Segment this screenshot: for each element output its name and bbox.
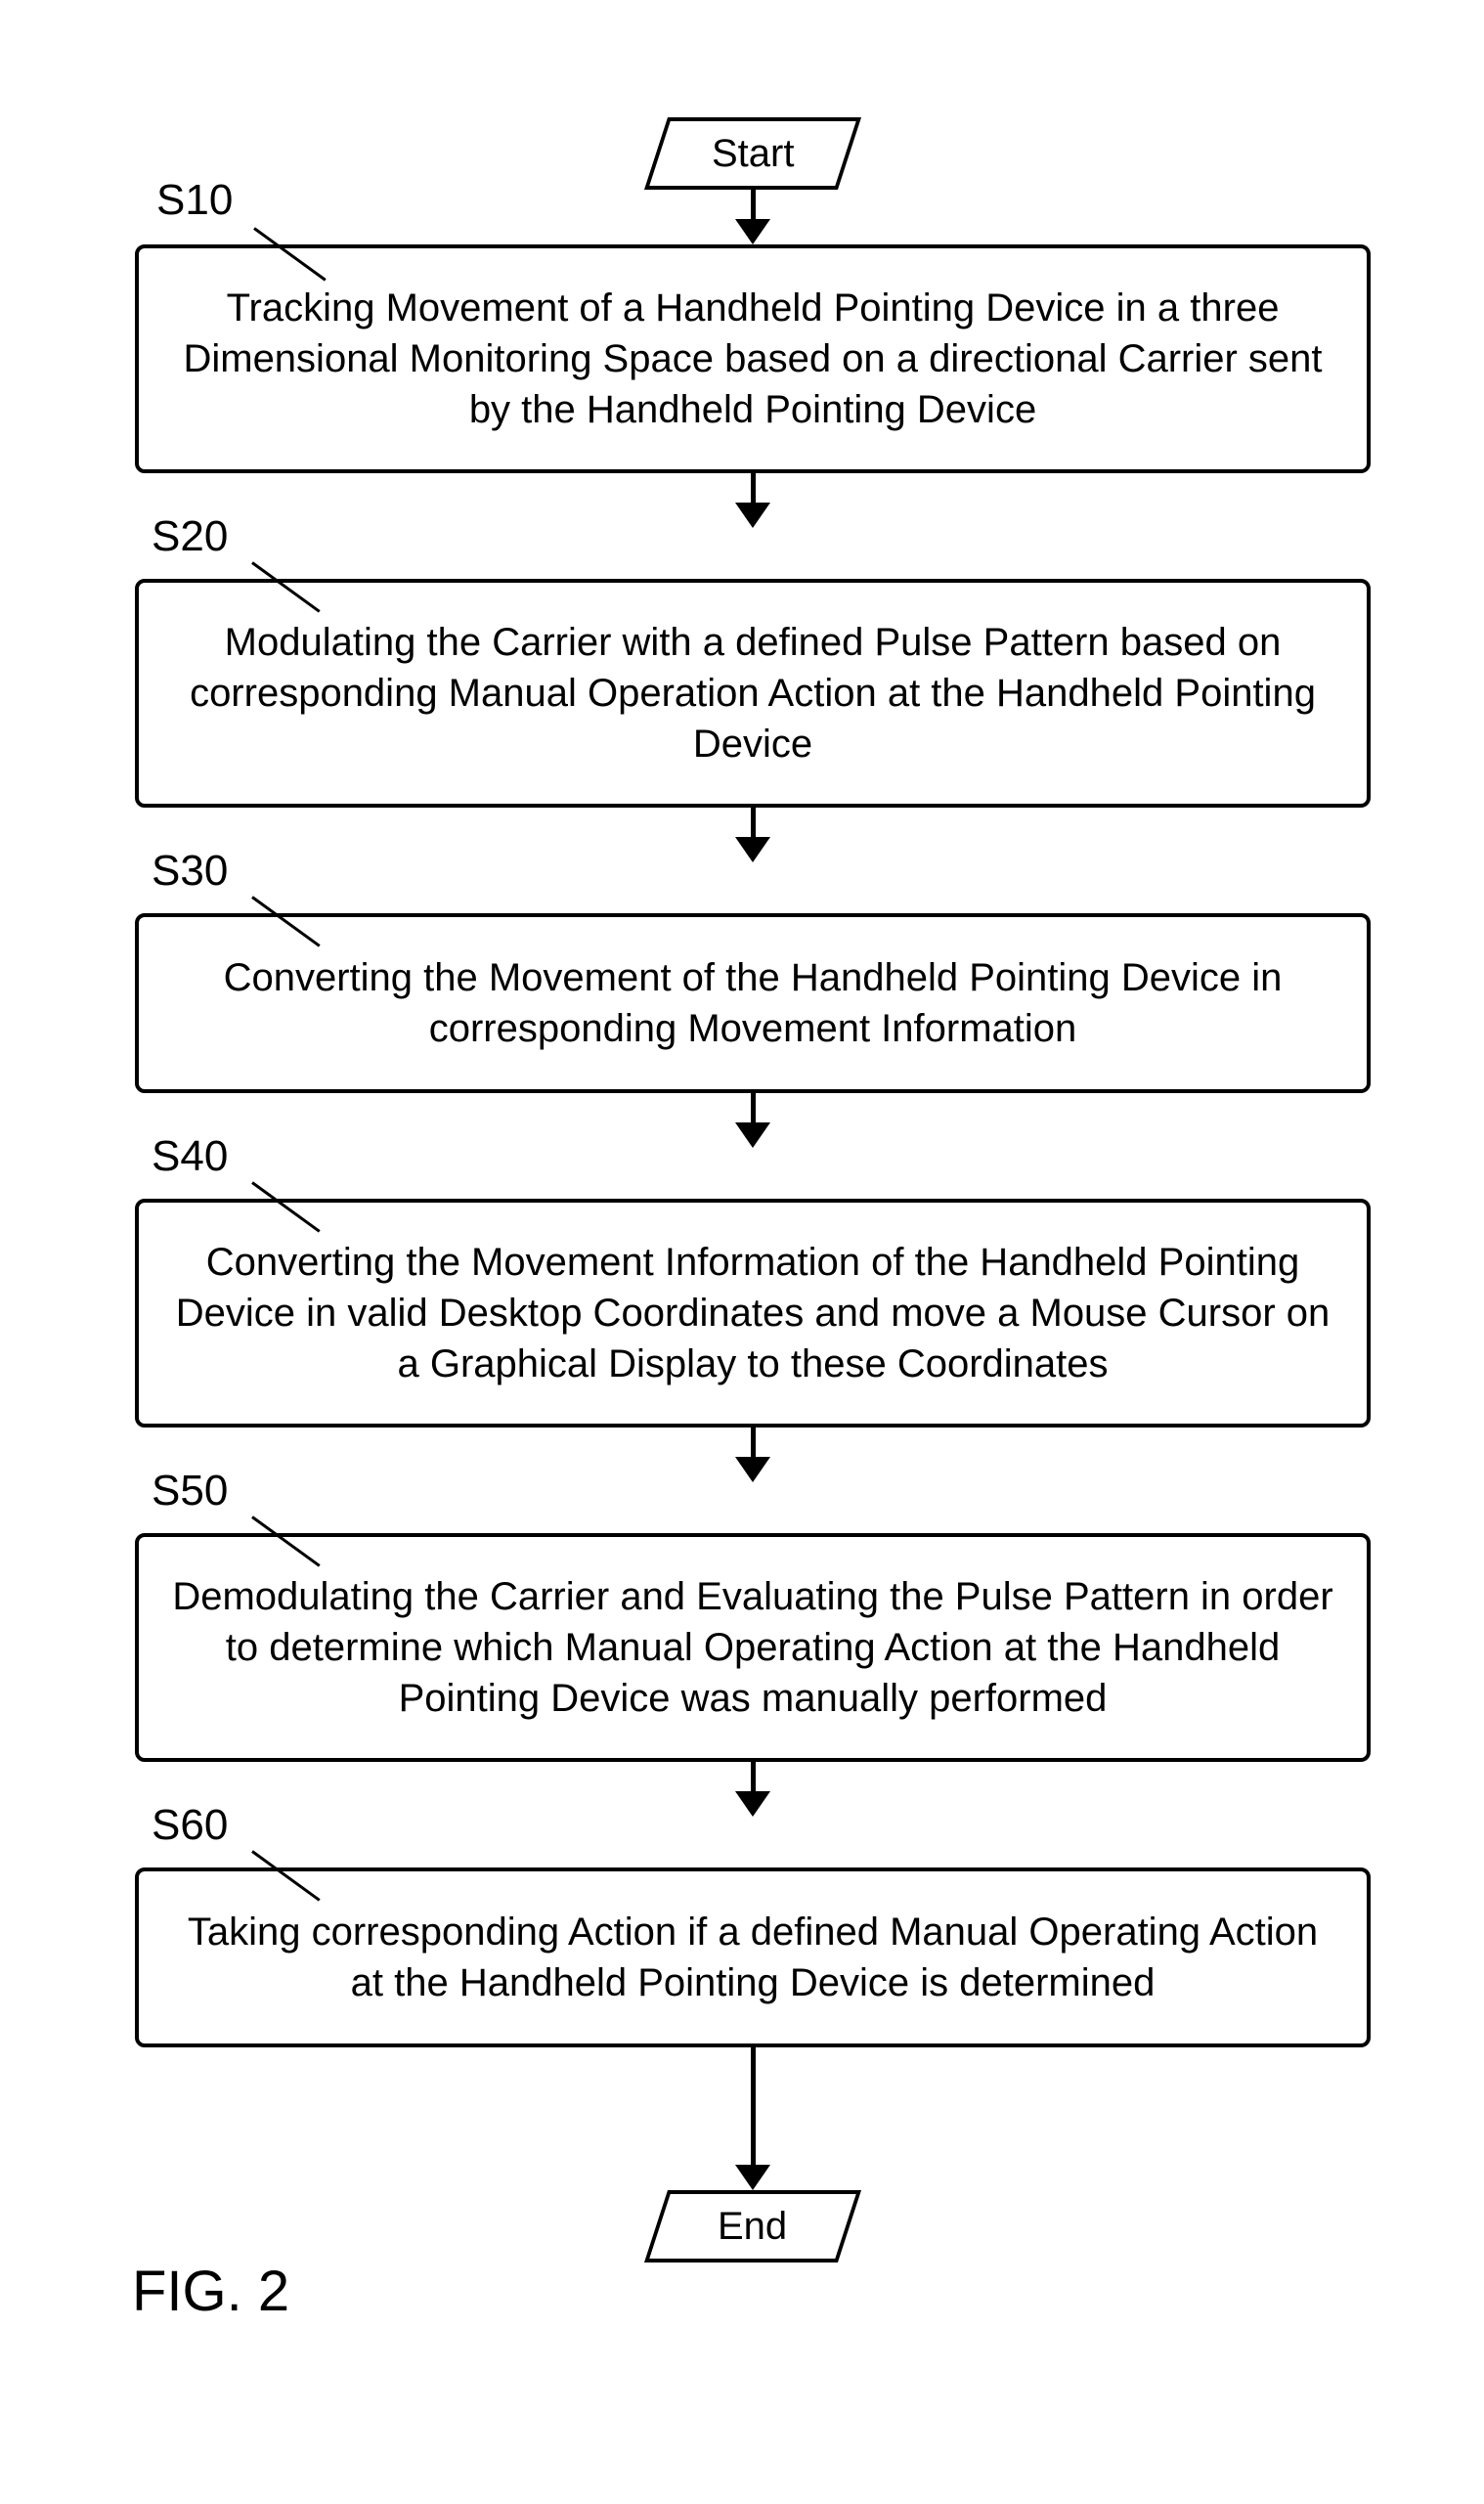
arrow — [127, 1762, 1378, 1817]
arrow-head-icon — [735, 1791, 770, 1817]
arrow-stem — [751, 190, 756, 219]
process-box: Modulating the Carrier with a defined Pu… — [135, 579, 1371, 808]
process-box: Demodulating the Carrier and Evaluating … — [135, 1533, 1371, 1762]
arrow-head-icon — [735, 1122, 770, 1148]
arrow-stem — [751, 1428, 756, 1457]
figure-canvas: StartS10Tracking Movement of a Handheld … — [0, 0, 1484, 2504]
process-text: Taking corresponding Action if a defined… — [166, 1907, 1339, 2008]
step-label-s60: S60 — [152, 1801, 228, 1850]
step-s40: S40Converting the Movement Information o… — [127, 1199, 1378, 1428]
arrow-stem — [751, 2047, 756, 2165]
process-box: Converting the Movement of the Handheld … — [135, 913, 1371, 1093]
step-s50: S50Demodulating the Carrier and Evaluati… — [127, 1533, 1378, 1762]
start-terminator: Start — [644, 117, 861, 190]
arrow — [127, 1428, 1378, 1482]
process-text: Tracking Movement of a Handheld Pointing… — [166, 283, 1339, 435]
step-label-s20: S20 — [152, 512, 228, 561]
step-label-s10: S10 — [156, 176, 233, 225]
step-s30: S30Converting the Movement of the Handhe… — [127, 913, 1378, 1093]
arrow-head-icon — [735, 503, 770, 528]
step-label-s30: S30 — [152, 847, 228, 896]
step-s20: S20Modulating the Carrier with a defined… — [127, 579, 1378, 808]
arrow-head-icon — [735, 2165, 770, 2190]
process-text: Converting the Movement Information of t… — [166, 1237, 1339, 1389]
step-label-s40: S40 — [152, 1132, 228, 1181]
arrow-stem — [751, 473, 756, 503]
process-box: Converting the Movement Information of t… — [135, 1199, 1371, 1428]
arrow-stem — [751, 1093, 756, 1122]
step-label-s50: S50 — [152, 1467, 228, 1516]
process-text: Demodulating the Carrier and Evaluating … — [166, 1571, 1339, 1724]
step-s10: S10Tracking Movement of a Handheld Point… — [127, 244, 1378, 473]
arrow-head-icon — [735, 837, 770, 862]
process-box: Taking corresponding Action if a defined… — [135, 1867, 1371, 2047]
arrow-head-icon — [735, 219, 770, 244]
arrow-stem — [751, 808, 756, 837]
arrow — [127, 2047, 1378, 2190]
arrow — [127, 808, 1378, 862]
end-terminator: End — [644, 2190, 861, 2262]
process-text: Modulating the Carrier with a defined Pu… — [166, 617, 1339, 769]
process-text: Converting the Movement of the Handheld … — [166, 952, 1339, 1054]
end-label: End — [718, 2194, 787, 2259]
figure-label: FIG. 2 — [132, 2259, 289, 2324]
arrow — [127, 473, 1378, 528]
flowchart: StartS10Tracking Movement of a Handheld … — [127, 117, 1378, 2262]
arrow — [127, 190, 1378, 244]
arrow-stem — [751, 1762, 756, 1791]
step-s60: S60Taking corresponding Action if a defi… — [127, 1867, 1378, 2047]
start-label: Start — [712, 121, 794, 186]
arrow — [127, 1093, 1378, 1148]
arrow-head-icon — [735, 1457, 770, 1482]
